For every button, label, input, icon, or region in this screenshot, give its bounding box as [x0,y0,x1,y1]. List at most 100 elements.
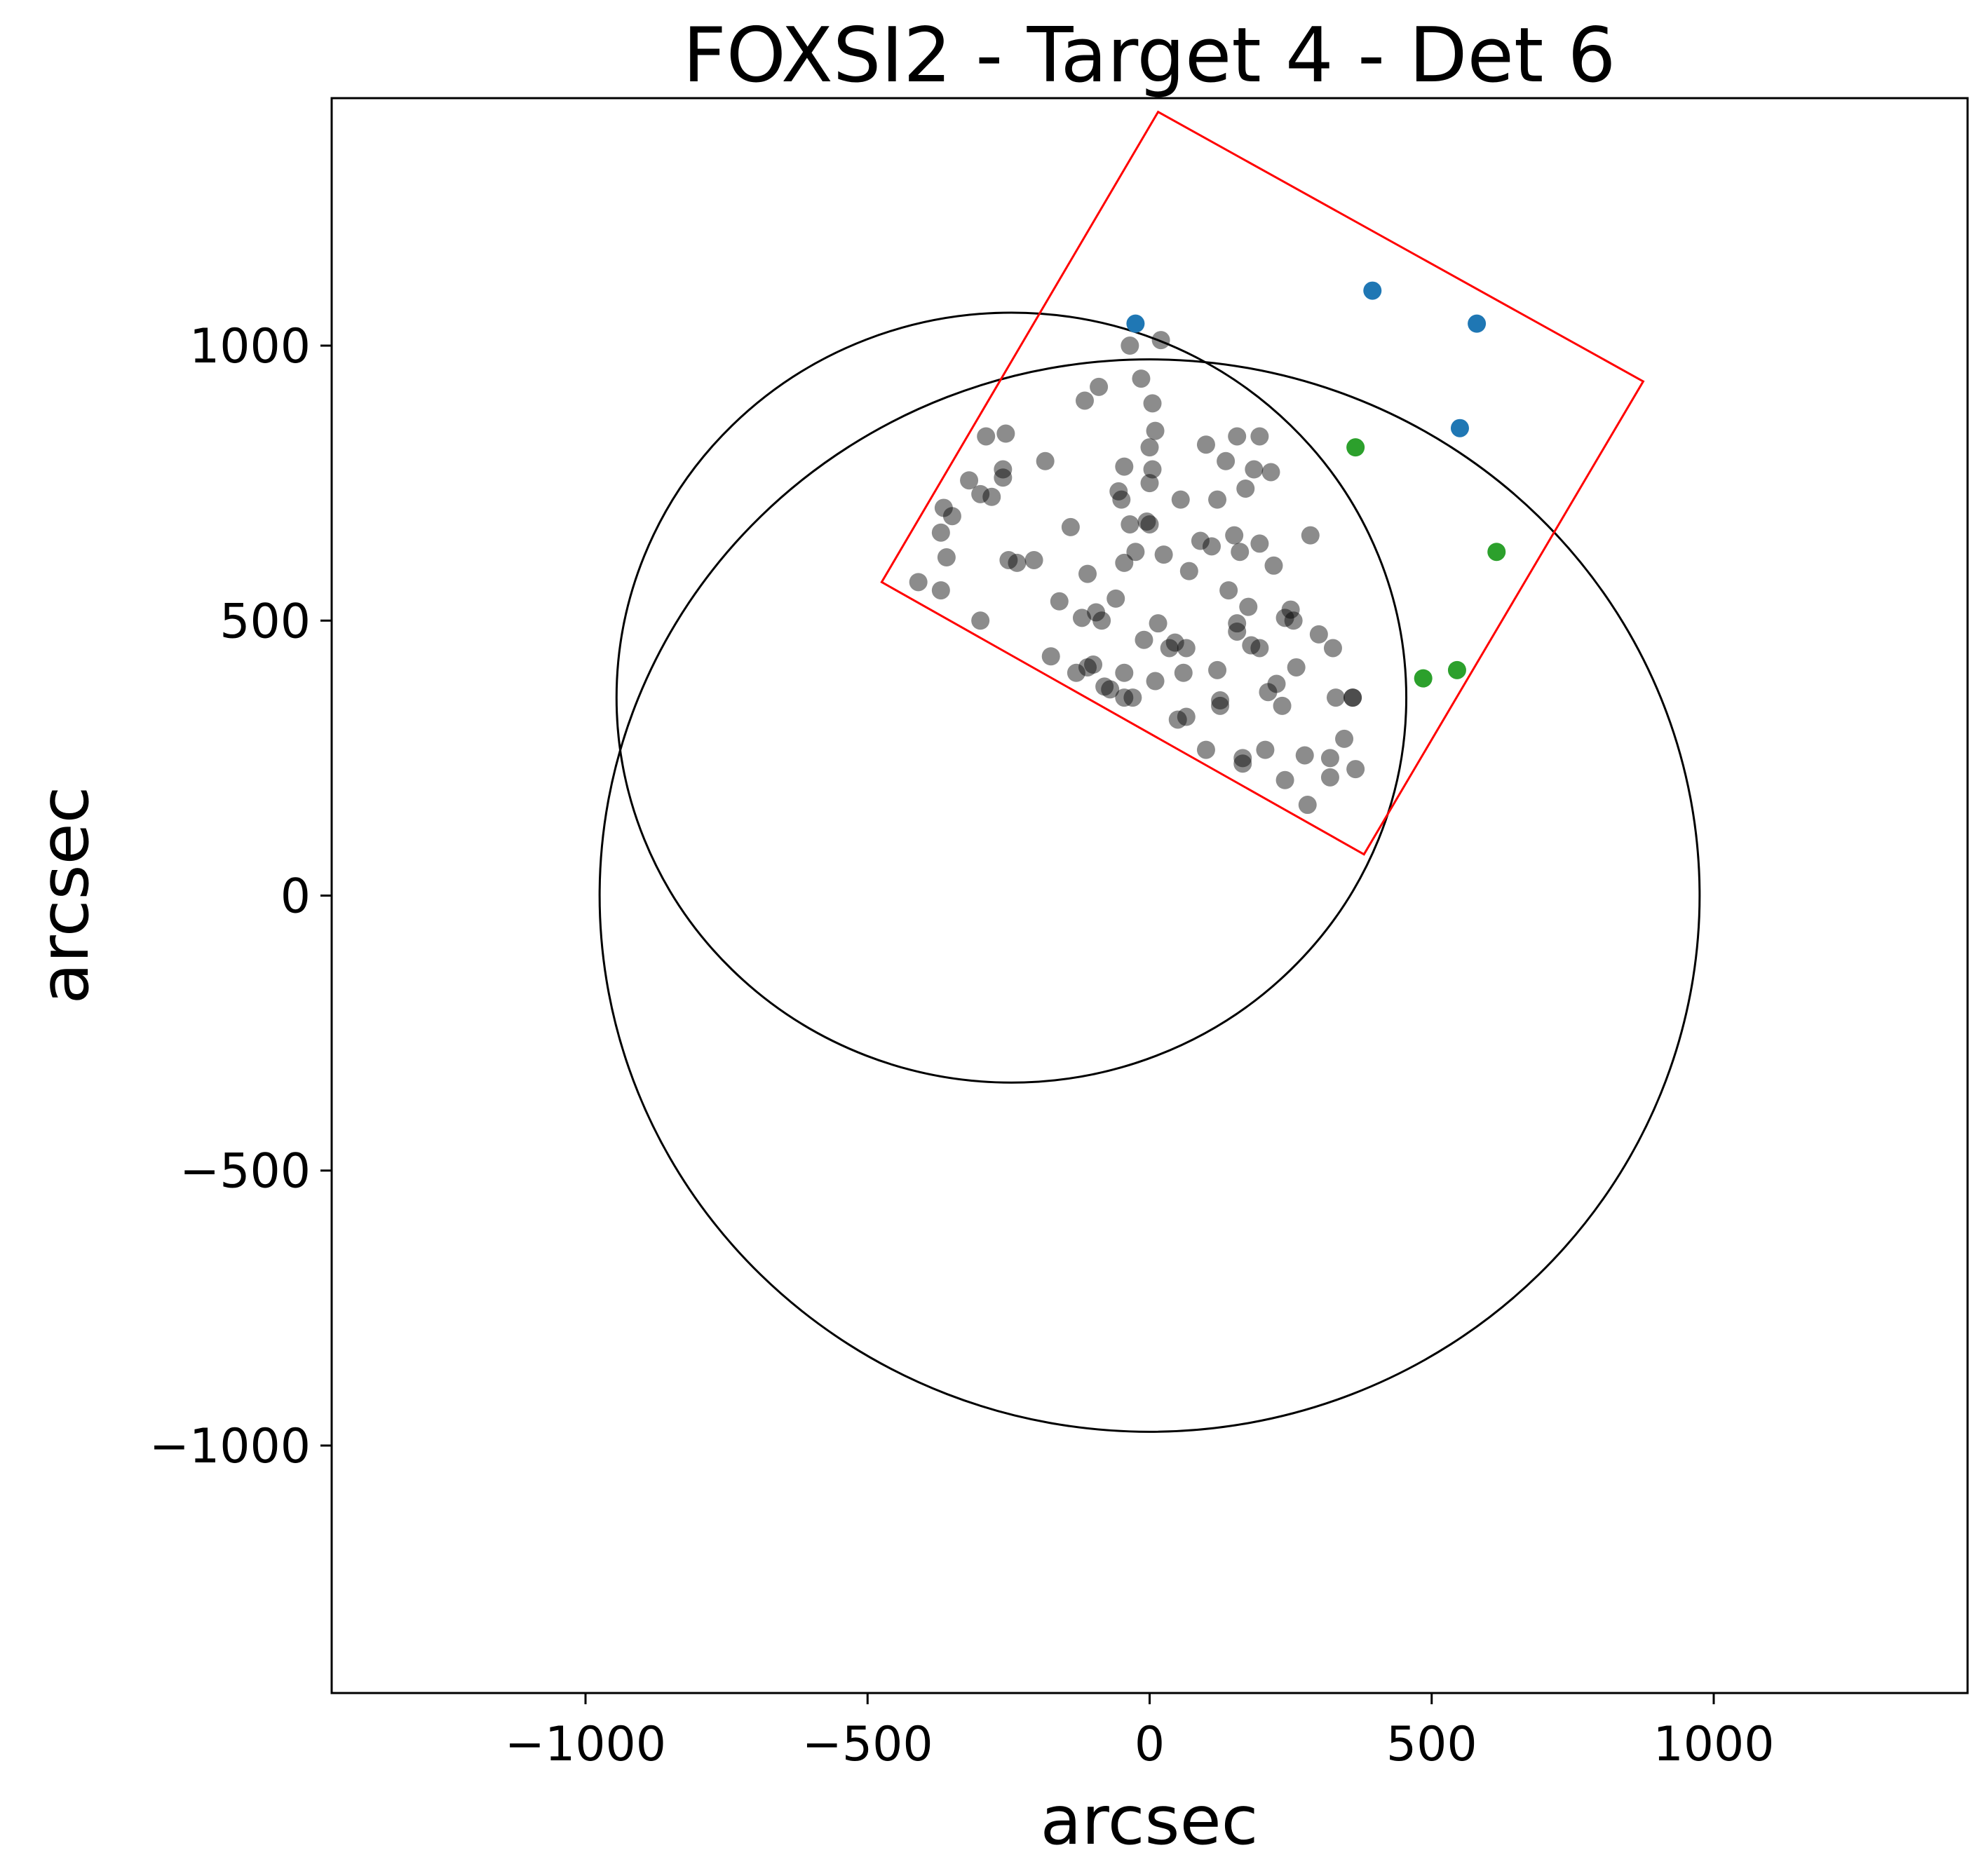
data-point-0-107 [1335,729,1354,748]
data-point-0-88 [1256,740,1275,759]
data-point-0-2 [971,611,990,630]
data-point-0-9 [977,427,996,446]
data-point-0-79 [1233,749,1252,768]
data-point-0-76 [1228,622,1247,641]
x-tick-label: −1000 [505,1717,666,1772]
data-point-2-3 [1447,660,1466,679]
data-point-0-96 [1281,600,1300,619]
data-point-0-82 [1239,597,1258,616]
data-point-0-65 [1196,740,1215,759]
data-point-0-104 [1320,768,1339,787]
data-point-0-83 [1242,636,1261,655]
y-axis: 1000 500 0 −500 −1000 [149,319,332,1474]
data-point-0-75 [1228,614,1247,633]
data-point-2-0 [1346,438,1365,457]
data-point-0-39 [1121,515,1139,533]
chart-title: FOXSI2 - Target 4 - Det 6 [683,12,1616,100]
data-point-0-1 [931,581,950,600]
data-point-0-93 [1273,696,1292,715]
data-point-0-81 [1236,479,1255,498]
data-point-0-56 [1160,639,1179,658]
y-tick-label: 1000 [189,319,311,374]
data-point-0-5 [934,498,953,517]
data-point-0-0 [909,573,928,592]
data-point-0-89 [1259,683,1278,702]
data-point-0-90 [1261,463,1280,482]
data-point-0-46 [1140,515,1159,533]
data-point-2-1 [1487,543,1506,562]
data-point-0-110 [1344,688,1362,707]
data-point-0-21 [1067,663,1085,682]
data-point-0-78 [1231,543,1250,562]
data-point-0-68 [1208,490,1227,509]
data-point-0-43 [1132,369,1151,388]
detector-box [880,110,1645,856]
data-point-0-8 [971,484,990,503]
data-point-0-22 [1072,609,1091,627]
data-point-0-34 [1112,490,1131,509]
data-point-0-59 [1171,490,1190,509]
data-point-0-71 [1211,691,1230,710]
data-point-1-0 [1126,314,1145,333]
data-point-0-58 [1168,710,1187,729]
data-point-0-73 [1219,581,1238,600]
data-point-0-84 [1245,460,1264,479]
data-point-0-27 [1087,603,1106,622]
data-point-0-72 [1217,451,1236,470]
data-point-0-101 [1301,526,1320,545]
data-point-0-48 [1143,460,1162,479]
data-point-0-11 [994,468,1013,487]
data-point-0-64 [1191,531,1210,550]
x-tick-label: 0 [1135,1717,1165,1772]
data-point-1-1 [1363,281,1382,300]
data-point-0-10 [982,487,1001,506]
data-point-0-32 [1106,589,1125,608]
data-point-0-97 [1284,611,1303,630]
data-point-0-100 [1298,796,1317,815]
data-point-0-69 [1208,660,1227,679]
y-tick-label: −500 [180,1144,311,1199]
data-point-0-95 [1275,770,1294,789]
data-point-0-30 [1095,677,1114,696]
data-point-0-12 [994,460,1013,479]
data-point-0-18 [1050,592,1069,611]
data-point-0-87 [1250,639,1269,658]
data-point-0-4 [931,523,950,542]
data-point-0-23 [1075,391,1094,410]
plot-area [598,110,1701,1433]
data-point-0-49 [1140,438,1159,457]
data-point-0-38 [1115,663,1134,682]
data-point-0-55 [1151,331,1170,350]
data-point-0-109 [1346,760,1365,779]
data-point-0-41 [1121,337,1139,355]
data-point-0-105 [1323,639,1342,658]
data-point-0-53 [1149,614,1168,633]
data-point-0-36 [1115,457,1134,476]
data-point-0-94 [1275,609,1294,627]
data-point-0-31 [1101,680,1120,699]
data-point-0-14 [999,550,1018,569]
data-point-0-62 [1177,639,1196,658]
x-axis: −1000 −500 0 500 1000 [505,1693,1775,1772]
y-tick-label: 500 [219,594,311,649]
data-point-0-85 [1250,534,1269,553]
data-point-0-44 [1135,630,1153,649]
data-point-0-86 [1250,427,1269,446]
data-point-0-98 [1287,658,1306,677]
data-point-0-67 [1202,537,1221,556]
data-point-0-37 [1115,688,1134,707]
x-tick-label: −500 [802,1717,933,1772]
data-point-0-103 [1320,749,1339,768]
data-point-0-16 [1024,550,1043,569]
fov-circle-2 [615,311,1408,1084]
data-point-0-77 [1228,427,1247,446]
data-point-0-54 [1154,545,1173,564]
data-point-0-6 [942,507,961,526]
data-point-0-106 [1326,688,1345,707]
data-point-0-13 [996,424,1015,443]
data-point-0-99 [1295,746,1314,765]
data-point-0-45 [1137,512,1156,531]
data-point-0-66 [1196,435,1215,454]
data-point-2-2 [1414,669,1433,688]
